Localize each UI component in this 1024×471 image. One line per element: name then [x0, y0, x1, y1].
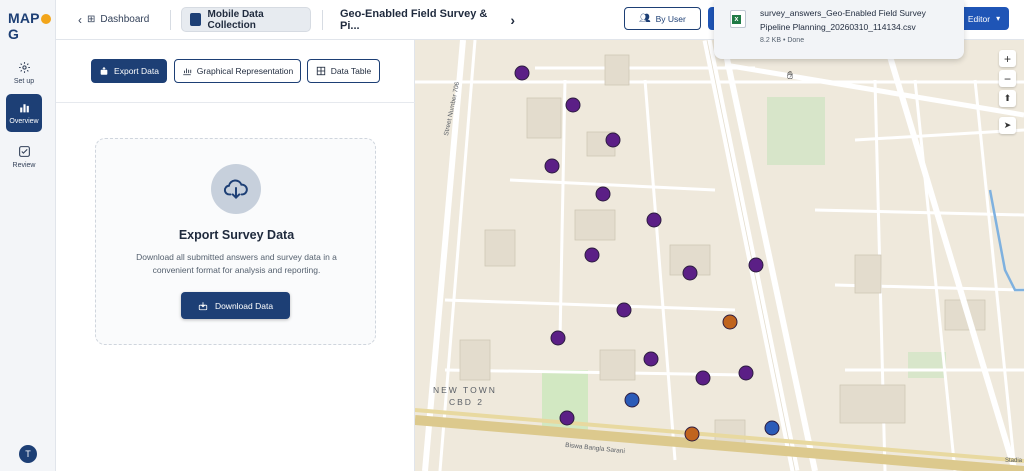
map-marker[interactable]	[559, 410, 575, 426]
map-attribution: Stadia	[1005, 458, 1023, 464]
map-marker[interactable]	[514, 65, 530, 81]
rail-item-label: Review	[12, 162, 36, 169]
export-title: Export Survey Data	[178, 228, 295, 242]
compass-icon[interactable]: ⬆︎	[999, 90, 1016, 107]
export-description: Download all submitted answers and surve…	[136, 252, 337, 275]
left-rail: MAPG Set up Overview Review T	[0, 0, 56, 471]
rail-item-label: Overview	[9, 118, 39, 125]
tab-export-data[interactable]: Export Data	[91, 59, 167, 83]
map-marker[interactable]	[643, 351, 659, 367]
spreadsheet-file-icon: x	[730, 10, 746, 28]
breadcrumb-dashboard[interactable]: ‹ ⊞ Dashboard	[70, 7, 162, 32]
locate-icon[interactable]: ➤︎	[999, 117, 1016, 134]
map-view[interactable]: Street Number 706 Biswa Bangla Sarani NE…	[415, 40, 1024, 471]
rail-item-overview[interactable]: Overview	[6, 94, 42, 132]
map-marker[interactable]	[624, 392, 640, 408]
rail-item-review[interactable]: Review	[6, 138, 42, 176]
map-basemap	[415, 40, 1024, 471]
bar-chart-icon	[19, 104, 29, 113]
divider	[170, 10, 171, 30]
map-marker[interactable]	[722, 314, 738, 330]
tab-graphical-representation[interactable]: Graphical Representation	[174, 59, 301, 83]
map-marker[interactable]	[695, 370, 711, 386]
download-filename: survey_answers_Geo-Enabled Field Survey …	[760, 8, 926, 32]
download-icon	[198, 301, 208, 310]
tab-label: Data Table	[330, 66, 372, 76]
map-marker[interactable]	[738, 365, 754, 381]
breadcrumb-section[interactable]: Mobile Data Collection	[181, 7, 311, 32]
rail-item-label: Set up	[13, 78, 35, 85]
export-icon	[100, 66, 108, 75]
cloud-download-icon	[211, 164, 261, 214]
download-data-button[interactable]: Download Data	[181, 292, 290, 319]
table-icon	[316, 66, 325, 76]
export-panel: Export Data Graphical Representation Dat…	[56, 40, 415, 471]
divider	[56, 102, 415, 103]
download-data-label: Download Data	[214, 300, 274, 311]
bar-chart-icon	[183, 68, 191, 76]
map-marker[interactable]	[565, 97, 581, 113]
area-label: NEW TOWN	[433, 385, 497, 395]
chevron-right-icon: ›	[510, 11, 515, 28]
download-popup[interactable]: x survey_answers_Geo-Enabled Field Surve…	[714, 0, 964, 59]
tab-label: Export Data	[114, 66, 159, 76]
editor-button[interactable]: Editor ▾	[959, 7, 1009, 30]
map-marker[interactable]	[544, 158, 560, 174]
map-marker[interactable]	[550, 330, 566, 346]
editor-label: Editor	[967, 13, 991, 24]
map-marker[interactable]	[764, 420, 780, 436]
download-meta: 8.2 KB • Done	[760, 37, 805, 44]
map-marker[interactable]	[595, 186, 611, 202]
breadcrumb-dashboard-label: Dashboard	[100, 14, 150, 25]
by-user-button[interactable]: 👥︎ By User	[624, 7, 701, 30]
breadcrumb-project[interactable]: Geo-Enabled Field Survey & Pi... ›	[340, 7, 515, 32]
breadcrumb-section-label: Mobile Data Collection	[207, 8, 264, 31]
checkbox-icon	[18, 146, 30, 157]
map-marker[interactable]	[684, 426, 700, 442]
grid-icon: ⊞	[87, 14, 96, 25]
divider	[322, 10, 323, 30]
zoom-in-button[interactable]: +	[999, 50, 1016, 67]
rail-item-setup[interactable]: Set up	[6, 54, 42, 92]
users-icon: 👥︎	[639, 13, 651, 23]
zoom-out-button[interactable]: −	[999, 70, 1016, 87]
clipboard-icon	[190, 13, 201, 26]
area-label: CBD 2	[449, 397, 485, 407]
hand-cursor-icon: ✋︎	[787, 70, 794, 82]
map-marker[interactable]	[748, 257, 764, 273]
tab-label: Graphical Representation	[196, 66, 294, 76]
map-marker[interactable]	[584, 247, 600, 263]
map-marker[interactable]	[605, 132, 621, 148]
avatar[interactable]: T	[19, 445, 37, 463]
export-card: Export Survey Data Download all submitte…	[95, 138, 376, 345]
by-user-label: By User	[655, 13, 686, 24]
breadcrumb-project-label: Geo-Enabled Field Survey & Pi...	[340, 7, 488, 32]
chevron-left-icon: ‹	[78, 12, 82, 27]
action-button-partial[interactable]	[708, 7, 718, 30]
tab-data-table[interactable]: Data Table	[307, 59, 380, 83]
map-marker[interactable]	[682, 265, 698, 281]
mapog-logo[interactable]: MAPG	[8, 10, 55, 42]
gear-icon	[18, 62, 30, 73]
chevron-down-icon: ▾	[996, 14, 1001, 23]
map-marker[interactable]	[646, 212, 662, 228]
map-marker[interactable]	[616, 302, 632, 318]
